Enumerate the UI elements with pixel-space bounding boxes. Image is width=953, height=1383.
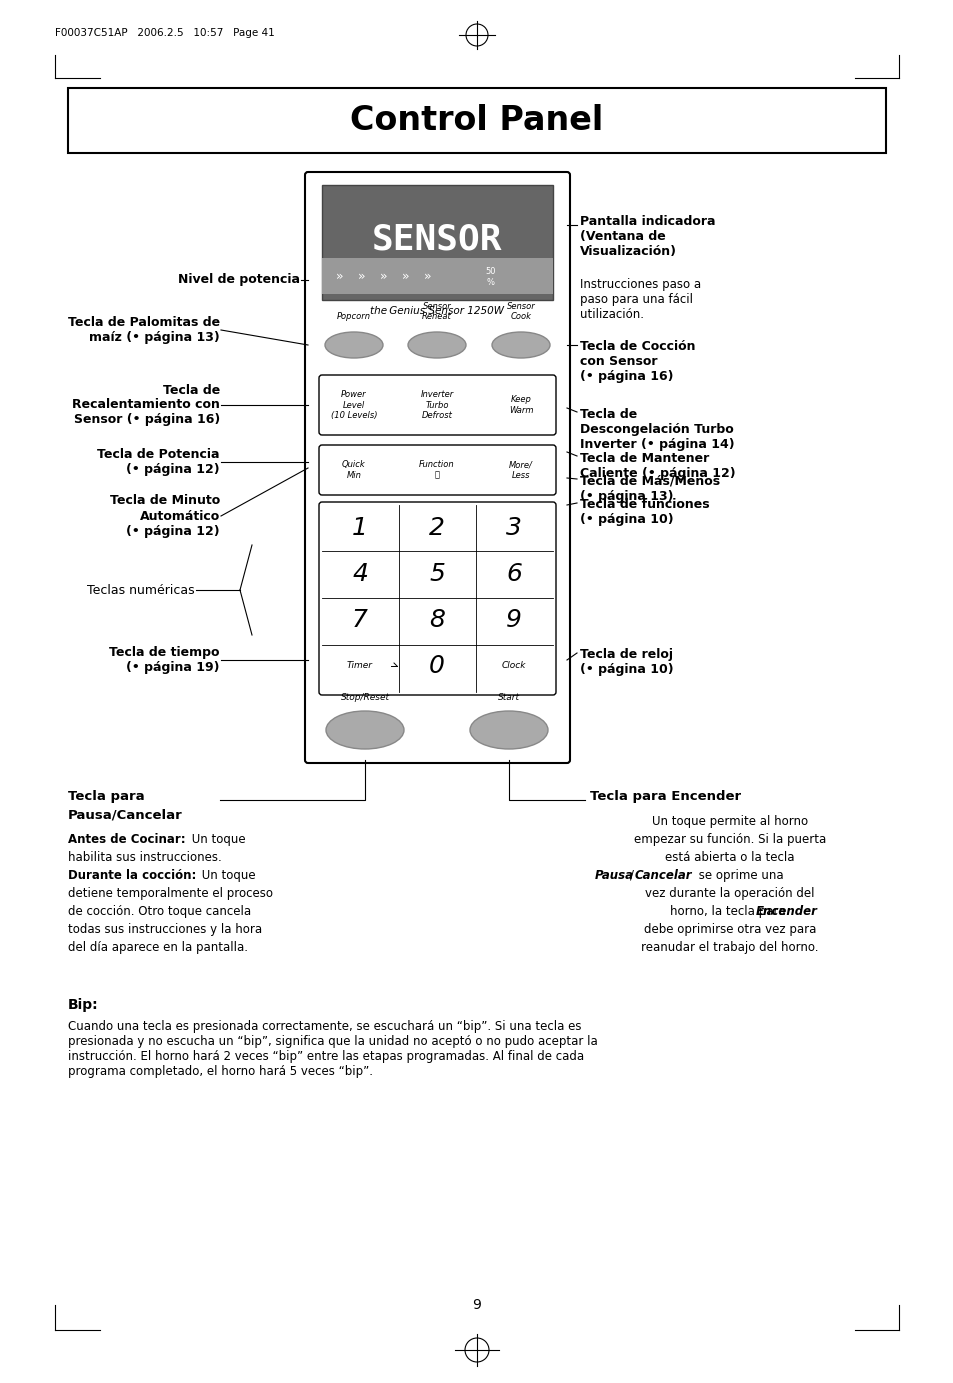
Text: »: » xyxy=(335,270,343,282)
Text: reanudar el trabajo del horno.: reanudar el trabajo del horno. xyxy=(640,940,818,954)
Text: Cuando una tecla es presionada correctamente, se escuchará un “bip”. Si una tecl: Cuando una tecla es presionada correctam… xyxy=(68,1021,598,1077)
Text: 4: 4 xyxy=(352,561,368,586)
Text: Teclas numéricas: Teclas numéricas xyxy=(88,584,194,596)
Text: Tecla de Más/Menos
(• página 13): Tecla de Más/Menos (• página 13) xyxy=(579,474,720,503)
Text: Nivel de potencia: Nivel de potencia xyxy=(178,274,299,286)
Text: 0: 0 xyxy=(429,654,444,678)
Text: Start: Start xyxy=(497,693,519,703)
Text: Tecla de
Recalentamiento con
Sensor (• página 16): Tecla de Recalentamiento con Sensor (• p… xyxy=(72,383,220,426)
Text: »: » xyxy=(357,270,365,282)
Text: More/
Less: More/ Less xyxy=(509,461,533,480)
Text: de cocción. Otro toque cancela: de cocción. Otro toque cancela xyxy=(68,904,251,918)
Text: Inverter
Turbo
Defrost: Inverter Turbo Defrost xyxy=(420,390,453,420)
Text: 6: 6 xyxy=(505,561,521,586)
Text: Instrucciones paso a
paso para una fácil
utilización.: Instrucciones paso a paso para una fácil… xyxy=(579,278,700,321)
Ellipse shape xyxy=(326,711,403,750)
Text: Power
Level
(10 Levels): Power Level (10 Levels) xyxy=(331,390,376,420)
Text: 5: 5 xyxy=(429,561,444,586)
Text: Tecla de Palomitas de
maíz (• página 13): Tecla de Palomitas de maíz (• página 13) xyxy=(68,315,220,344)
Ellipse shape xyxy=(408,332,465,358)
Text: SENSOR: SENSOR xyxy=(372,223,502,257)
Ellipse shape xyxy=(325,332,382,358)
Text: 9: 9 xyxy=(505,609,521,632)
Text: Timer: Timer xyxy=(347,661,373,671)
Text: Tecla para: Tecla para xyxy=(68,790,145,804)
Text: Un toque permite al horno: Un toque permite al horno xyxy=(651,815,807,828)
Ellipse shape xyxy=(492,332,550,358)
Text: Popcorn: Popcorn xyxy=(336,313,371,321)
FancyBboxPatch shape xyxy=(318,375,556,436)
Bar xyxy=(322,185,553,300)
Text: Function
Ⓕ: Function Ⓕ xyxy=(418,461,455,480)
Text: debe oprimirse otra vez para: debe oprimirse otra vez para xyxy=(643,922,816,936)
Text: Tecla de reloj
(• página 10): Tecla de reloj (• página 10) xyxy=(579,649,673,676)
Text: habilita sus instrucciones.: habilita sus instrucciones. xyxy=(68,851,221,864)
Text: the Genius Sensor 1250W: the Genius Sensor 1250W xyxy=(370,306,504,315)
Text: vez durante la operación del: vez durante la operación del xyxy=(644,887,814,900)
Ellipse shape xyxy=(470,711,547,750)
Text: Sensor
Cook: Sensor Cook xyxy=(506,301,535,321)
Text: Tecla para Encender: Tecla para Encender xyxy=(589,790,740,804)
Text: Sensor
Reheat: Sensor Reheat xyxy=(421,301,452,321)
Text: /: / xyxy=(629,869,634,882)
Text: 2: 2 xyxy=(429,516,444,539)
Text: Keep
Warm: Keep Warm xyxy=(508,396,533,415)
Text: 7: 7 xyxy=(352,609,368,632)
Text: Bip:: Bip: xyxy=(68,999,98,1012)
Text: F00037C51AP   2006.2.5   10:57   Page 41: F00037C51AP 2006.2.5 10:57 Page 41 xyxy=(55,28,274,37)
Text: Tecla de Cocción
con Sensor
(• página 16): Tecla de Cocción con Sensor (• página 16… xyxy=(579,340,695,383)
FancyBboxPatch shape xyxy=(318,502,556,696)
Text: Tecla de funciones
(• página 10): Tecla de funciones (• página 10) xyxy=(579,498,709,526)
Text: Quick
Min: Quick Min xyxy=(342,461,366,480)
Text: Un toque: Un toque xyxy=(198,869,255,882)
Bar xyxy=(322,259,553,295)
Text: Antes de Cocinar:: Antes de Cocinar: xyxy=(68,833,186,846)
Text: Pausa: Pausa xyxy=(595,869,634,882)
Text: empezar su función. Si la puerta: empezar su función. Si la puerta xyxy=(633,833,825,846)
Text: Encender: Encender xyxy=(755,904,817,918)
Text: Cancelar: Cancelar xyxy=(635,869,692,882)
Text: 3: 3 xyxy=(505,516,521,539)
Text: horno, la tecla para: horno, la tecla para xyxy=(670,904,789,918)
Text: está abierta o la tecla: está abierta o la tecla xyxy=(664,851,794,864)
FancyBboxPatch shape xyxy=(305,171,569,763)
Text: 8: 8 xyxy=(429,609,444,632)
Text: Un toque: Un toque xyxy=(188,833,245,846)
FancyBboxPatch shape xyxy=(318,445,556,495)
Text: todas sus instrucciones y la hora: todas sus instrucciones y la hora xyxy=(68,922,262,936)
Text: Tecla de Potencia
(• página 12): Tecla de Potencia (• página 12) xyxy=(97,448,220,476)
Text: Tecla de tiempo
(• página 19): Tecla de tiempo (• página 19) xyxy=(110,646,220,674)
Text: Clock: Clock xyxy=(501,661,526,671)
Text: detiene temporalmente el proceso: detiene temporalmente el proceso xyxy=(68,887,273,900)
Text: Pantalla indicadora
(Ventana de
Visualización): Pantalla indicadora (Ventana de Visualiz… xyxy=(579,214,715,259)
Text: »: » xyxy=(380,270,388,282)
Text: Control Panel: Control Panel xyxy=(350,105,603,137)
Text: del día aparece en la pantalla.: del día aparece en la pantalla. xyxy=(68,940,248,954)
Text: 1: 1 xyxy=(352,516,368,539)
Text: 50
%: 50 % xyxy=(485,267,496,286)
Text: Stop/Reset: Stop/Reset xyxy=(340,693,389,703)
Text: Pausa/Cancelar: Pausa/Cancelar xyxy=(68,808,183,822)
FancyBboxPatch shape xyxy=(68,89,885,154)
Text: Tecla de Mantener
Caliente (• página 12): Tecla de Mantener Caliente (• página 12) xyxy=(579,452,735,480)
Text: se oprime una: se oprime una xyxy=(695,869,782,882)
Text: »: » xyxy=(402,270,410,282)
Text: Tecla de Minuto
Automático
(• página 12): Tecla de Minuto Automático (• página 12) xyxy=(110,495,220,538)
Text: Durante la cocción:: Durante la cocción: xyxy=(68,869,196,882)
Text: »: » xyxy=(424,270,432,282)
Text: Tecla de
Descongelación Turbo
Inverter (• página 14): Tecla de Descongelación Turbo Inverter (… xyxy=(579,408,734,451)
Text: 9: 9 xyxy=(472,1299,481,1312)
